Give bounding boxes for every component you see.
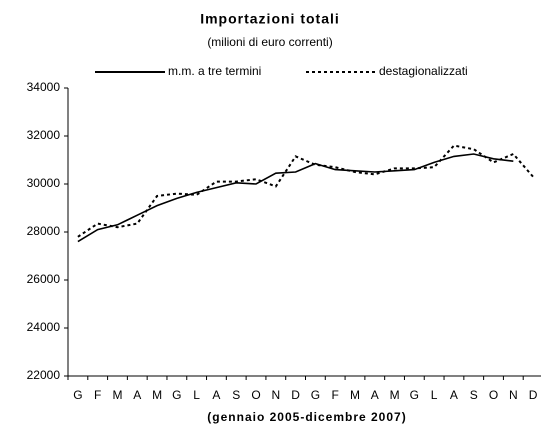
- x-tick-label: S: [232, 388, 240, 402]
- x-tick-label: G: [311, 388, 320, 402]
- chart-subtitle: (milioni di euro correnti): [207, 35, 332, 49]
- x-tick-label: A: [450, 388, 458, 402]
- x-tick-label: F: [332, 388, 339, 402]
- y-tick-label: 24000: [27, 320, 61, 334]
- x-axis-label: (gennaio 2005-dicembre 2007): [207, 410, 406, 424]
- y-tick-label: 28000: [27, 224, 61, 238]
- x-tick-label: N: [509, 388, 518, 402]
- x-tick-label: M: [350, 388, 360, 402]
- x-tick-label: G: [410, 388, 419, 402]
- legend-label: m.m. a tre termini: [168, 64, 261, 78]
- x-tick-label: A: [133, 388, 141, 402]
- x-tick-label: G: [172, 388, 181, 402]
- x-tick-label: L: [431, 388, 438, 402]
- y-tick-label: 30000: [27, 176, 61, 190]
- x-tick-label: A: [212, 388, 220, 402]
- y-tick-label: 32000: [27, 128, 61, 142]
- y-tick-label: 22000: [27, 368, 61, 382]
- x-tick-label: M: [112, 388, 122, 402]
- legend-label: destagionalizzati: [379, 64, 468, 78]
- x-tick-label: G: [73, 388, 82, 402]
- x-tick-label: D: [291, 388, 300, 402]
- x-tick-label: M: [390, 388, 400, 402]
- x-tick-label: M: [152, 388, 162, 402]
- x-tick-label: S: [470, 388, 478, 402]
- x-tick-label: D: [529, 388, 538, 402]
- series-line: [77, 153, 514, 243]
- x-tick-label: O: [489, 388, 498, 402]
- x-tick-label: N: [271, 388, 280, 402]
- y-tick-label: 26000: [27, 272, 61, 286]
- chart-title: Importazioni totali: [200, 11, 340, 27]
- x-tick-label: F: [94, 388, 101, 402]
- x-tick-label: L: [193, 388, 200, 402]
- x-tick-label: A: [371, 388, 379, 402]
- series-line: [77, 144, 534, 238]
- y-tick-label: 34000: [27, 80, 61, 94]
- x-tick-label: O: [251, 388, 260, 402]
